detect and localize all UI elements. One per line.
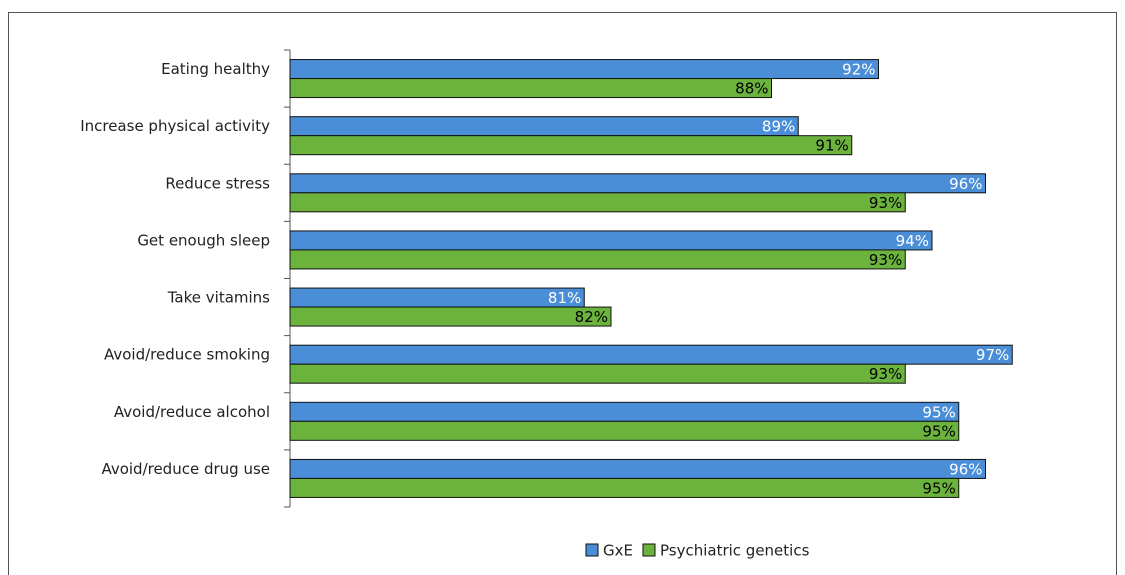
value-label: 91%: [815, 137, 848, 155]
category-label: Get enough sleep: [137, 231, 270, 249]
value-label: 81%: [548, 289, 581, 307]
bar: [289, 401, 960, 422]
legend-label: Psychiatric genetics: [660, 542, 810, 560]
value-label: 82%: [575, 308, 608, 326]
value-label: 96%: [949, 175, 982, 193]
category-label: Avoid/reduce alcohol: [114, 403, 270, 421]
category-label: Eating healthy: [161, 60, 270, 78]
bar: [289, 78, 772, 99]
bar: [289, 420, 960, 441]
bar: [289, 230, 933, 251]
category-label: Take vitamins: [167, 289, 270, 307]
value-label: 94%: [896, 232, 929, 250]
bar: [289, 116, 799, 137]
bar: [289, 249, 906, 270]
category-label: Reduce stress: [165, 174, 270, 192]
legend-swatch: [642, 543, 656, 557]
bar: [289, 306, 612, 327]
legend-label: GxE: [603, 542, 633, 560]
bar: [289, 344, 1013, 365]
bar: [289, 59, 879, 80]
value-label: 89%: [762, 118, 795, 136]
bar: [289, 363, 906, 384]
value-label: 93%: [869, 194, 902, 212]
bar: [289, 173, 986, 194]
value-label: 97%: [976, 346, 1009, 364]
category-label: Avoid/reduce smoking: [104, 346, 270, 364]
value-label: 93%: [869, 365, 902, 383]
bar: [289, 477, 960, 498]
value-label: 96%: [949, 460, 982, 478]
legend-swatch: [585, 543, 599, 557]
bar: [289, 192, 906, 213]
bar: [289, 458, 986, 479]
chart-frame: [8, 12, 1117, 575]
value-label: 92%: [842, 61, 875, 79]
bar: [289, 135, 853, 156]
bar: [289, 287, 585, 308]
value-label: 93%: [869, 251, 902, 269]
value-label: 95%: [922, 422, 955, 440]
value-label: 95%: [922, 403, 955, 421]
category-label: Increase physical activity: [80, 117, 270, 135]
category-label: Avoid/reduce drug use: [101, 460, 270, 478]
value-label: 88%: [735, 80, 768, 98]
value-label: 95%: [922, 479, 955, 497]
